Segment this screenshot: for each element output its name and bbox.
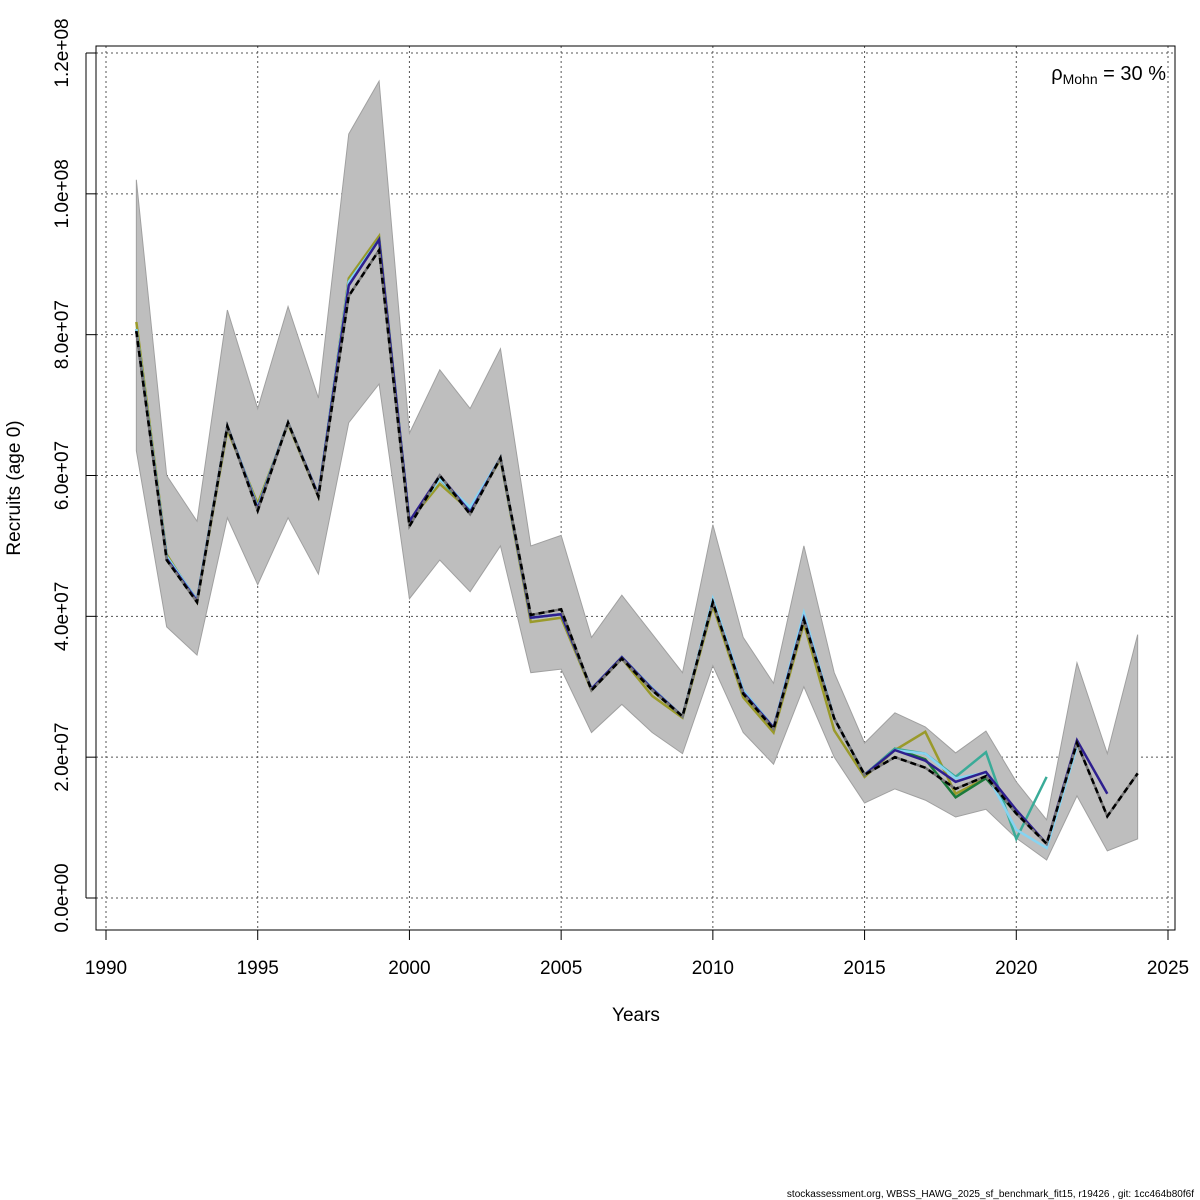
x-tick-label: 1990 — [85, 958, 127, 979]
y-axis-label: Recruits (age 0) — [4, 420, 25, 555]
y-axis: 0.0e+00 2.0e+07 4.0e+07 6.0e+07 8.0e+07 1.0e+… — [52, 18, 96, 933]
confidence-band — [135, 79, 1139, 861]
y-tick-label: 1.0e+08 — [52, 159, 73, 228]
x-tick-label: 2025 — [1147, 958, 1189, 979]
footer-credit: stockassessment.org, WBSS_HAWG_2025_sf_b… — [787, 1189, 1194, 1200]
x-tick-label: 2005 — [540, 958, 582, 979]
y-tick-label: 8.0e+07 — [52, 300, 73, 369]
mohn-rho-annotation: ρMohn = 30 % — [1051, 63, 1166, 87]
base-run-line — [135, 246, 1139, 847]
y-tick-label: 2.0e+07 — [52, 723, 73, 792]
y-tick-label: 1.2e+08 — [52, 18, 73, 87]
y-tick-label: 4.0e+07 — [52, 582, 73, 651]
y-tick-label: 6.0e+07 — [52, 441, 73, 510]
x-axis: 1990 1995 2000 2005 2010 2015 2020 2025 — [85, 929, 1189, 979]
x-tick-label: 2015 — [843, 958, 885, 979]
x-axis-label: Years — [612, 1005, 660, 1026]
confidence-band-area — [135, 79, 1139, 861]
x-tick-label: 2010 — [692, 958, 734, 979]
x-tick-label: 2000 — [388, 958, 430, 979]
x-tick-label: 1995 — [237, 958, 279, 979]
series-lines — [135, 232, 1139, 850]
x-tick-label: 2020 — [995, 958, 1037, 979]
y-tick-label: 0.0e+00 — [52, 863, 73, 932]
